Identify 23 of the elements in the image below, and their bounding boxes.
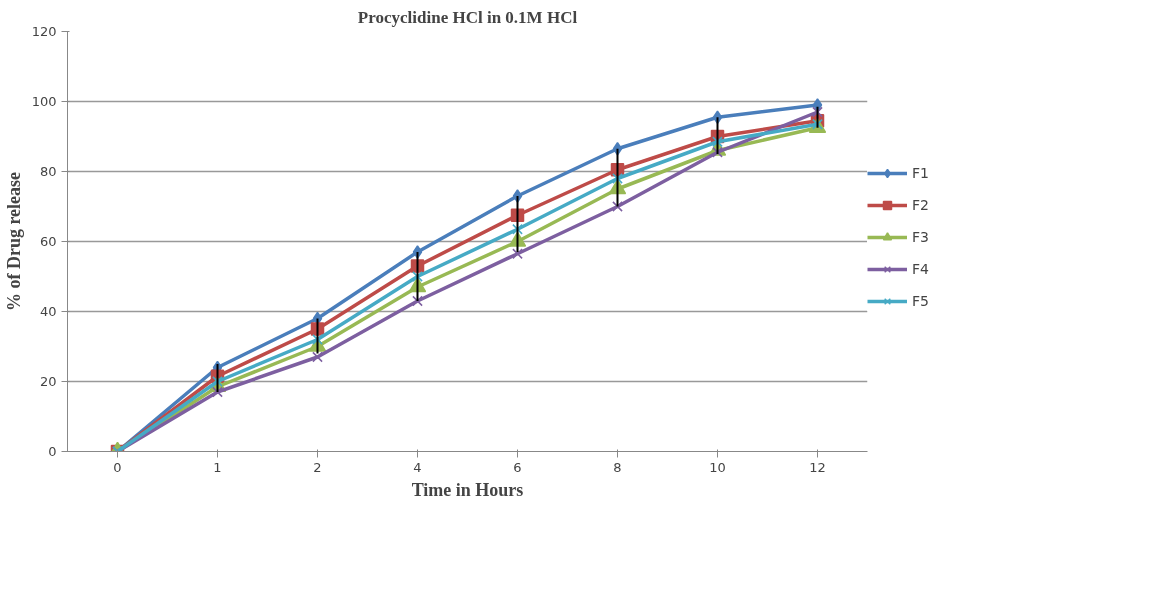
x-tick-label: 0 (113, 459, 122, 475)
x-tick-label: 1 (213, 459, 222, 475)
x-tick-label: 6 (513, 459, 522, 475)
y-tick-label: 80 (39, 164, 57, 179)
legend-label: F3 (912, 229, 930, 245)
x-tick-label: 12 (809, 459, 826, 475)
chart-title: Procyclidine HCl in 0.1M HCl (357, 7, 578, 27)
y-axis-title: % of Drug release (3, 171, 24, 312)
y-tick-label: 120 (31, 24, 57, 39)
x-tick-label: 10 (709, 459, 726, 475)
legend-label: F4 (912, 261, 930, 277)
y-tick-label: 60 (39, 234, 57, 249)
legend-label: F2 (912, 197, 930, 213)
y-tick-label: 100 (31, 94, 57, 109)
legend-label: F5 (912, 293, 930, 309)
y-tick-label: 20 (39, 374, 57, 389)
x-tick-label: 2 (313, 459, 322, 475)
x-tick-label: 4 (413, 459, 422, 475)
x-axis-title: Time in Hours (411, 479, 524, 500)
y-tick-label: 40 (39, 304, 57, 319)
x-tick-label: 8 (613, 459, 622, 475)
y-tick-label: 0 (48, 444, 57, 459)
legend-label: F1 (912, 165, 930, 181)
